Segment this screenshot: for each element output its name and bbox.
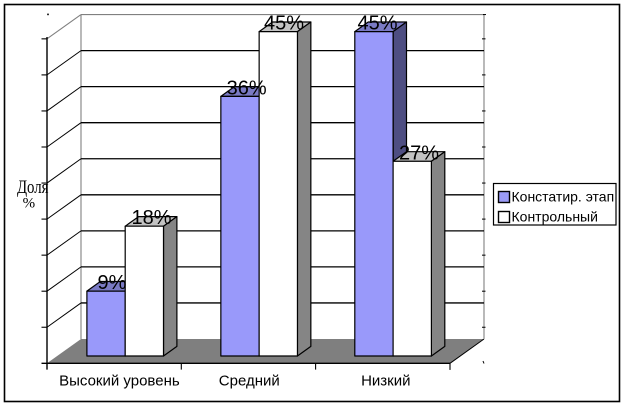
svg-text:27%: 27% bbox=[399, 142, 439, 164]
svg-text:9%: 9% bbox=[98, 272, 127, 294]
svg-text:36%: 36% bbox=[227, 77, 267, 99]
svg-text:Высокий уровень: Высокий уровень bbox=[59, 373, 180, 390]
svg-text:45%: 45% bbox=[357, 13, 397, 35]
svg-text:45%: 45% bbox=[264, 13, 304, 35]
svg-text:Доля: Доля bbox=[17, 177, 49, 198]
svg-text:Контрольный: Контрольный bbox=[512, 208, 598, 224]
svg-text:18%: 18% bbox=[131, 207, 171, 229]
svg-text:Констатир. этап: Констатир. этап bbox=[512, 188, 615, 204]
svg-text:Средний: Средний bbox=[219, 373, 280, 390]
svg-text:%: % bbox=[23, 196, 36, 212]
svg-text:Низкий: Низкий bbox=[361, 373, 410, 390]
